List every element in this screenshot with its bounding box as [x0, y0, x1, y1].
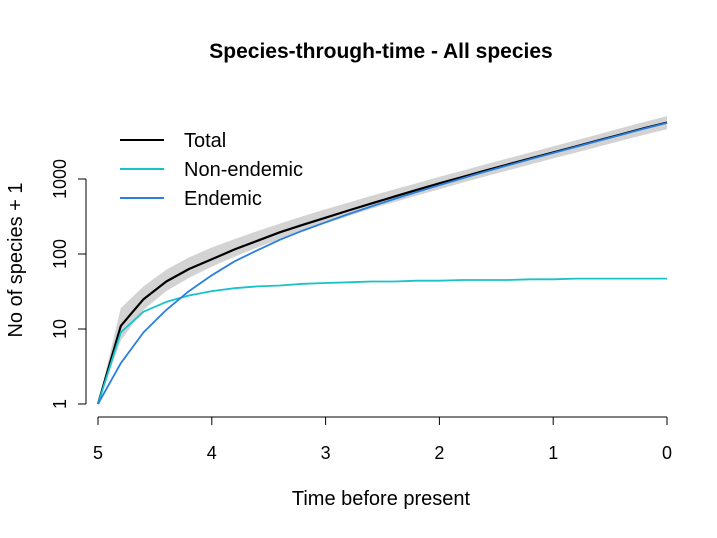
- series-line-endemic: [97, 122, 668, 405]
- x-tick-label: 2: [434, 443, 444, 463]
- x-tick-label: 5: [93, 443, 103, 463]
- series-line-non-endemic: [97, 277, 667, 405]
- y-tick-label: 10: [50, 319, 70, 339]
- x-tick-label: 3: [321, 443, 331, 463]
- legend-label-endemic: Endemic: [184, 188, 262, 210]
- x-tick-label: 4: [207, 443, 217, 463]
- plot-area: [96, 116, 668, 405]
- y-tick-label: 1000: [50, 159, 70, 199]
- x-tick-label: 1: [548, 443, 558, 463]
- x-tick-label: 0: [662, 443, 672, 463]
- y-axis-title: No of species + 1: [5, 182, 27, 337]
- legend-label-non-endemic: Non-endemic: [184, 159, 303, 181]
- legend-label-total: Total: [184, 130, 226, 152]
- x-axis-title: Time before present: [292, 488, 471, 510]
- chart-title: Species-through-time - All species: [209, 40, 552, 63]
- y-tick-label: 100: [50, 239, 70, 269]
- y-tick-label: 1: [50, 399, 70, 409]
- legend: Total Non-endemic Endemic: [120, 130, 303, 210]
